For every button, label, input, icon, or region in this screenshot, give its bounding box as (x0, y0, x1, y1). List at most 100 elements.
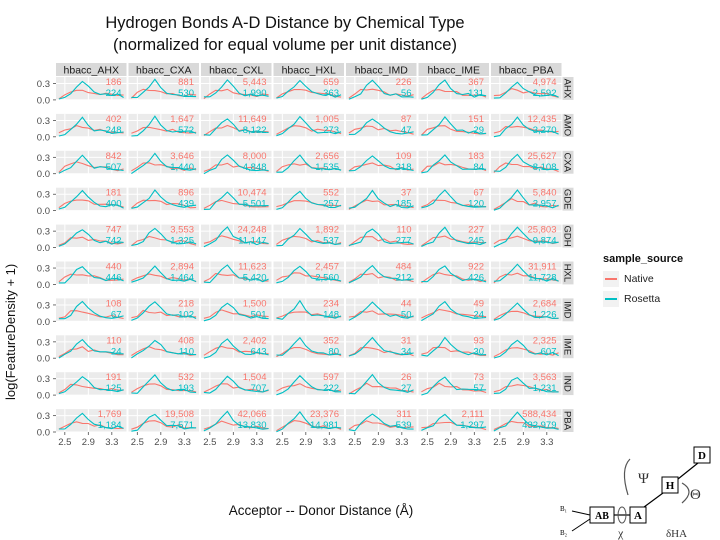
count-label-native: 896 (178, 188, 194, 199)
series-line-rosetta (58, 154, 124, 174)
y-tick-label: 0.0 (37, 428, 50, 439)
column-strip-label: hbacc_HXL (282, 65, 336, 77)
count-label-native: 402 (106, 114, 122, 125)
count-label-rosetta: 125 (106, 383, 122, 394)
diagram-label-psi: Ψ (638, 471, 650, 487)
x-tick-label: 2.5 (131, 437, 144, 448)
diagram-label-delta: δHA (666, 528, 687, 540)
series-line-native (276, 235, 342, 246)
x-tick-label: 3.3 (540, 437, 553, 448)
series-line-rosetta (348, 413, 414, 432)
x-tick-label: 2.9 (82, 437, 95, 448)
diagram-arc-psi (623, 458, 631, 496)
y-tick-label: 0.3 (37, 264, 50, 275)
row-strip (562, 261, 574, 285)
series-line-rosetta (493, 226, 559, 248)
series-line-native (131, 88, 197, 99)
count-label-rosetta: 57 (473, 383, 484, 394)
series-line-rosetta (421, 300, 487, 322)
column-strip (491, 63, 562, 76)
count-label-rosetta: 5,420 (243, 273, 267, 284)
legend-title: sample_source (603, 253, 684, 265)
count-label-native: 747 (106, 225, 122, 236)
count-label-rosetta: 742 (106, 236, 122, 247)
count-label-rosetta: 1,535 (315, 162, 339, 173)
series-line-rosetta (58, 80, 124, 100)
count-label-native: 2,111 (462, 409, 484, 420)
x-tick-label: 2.9 (444, 437, 457, 448)
count-label-native: 11,649 (238, 114, 266, 125)
series-line-native (203, 124, 269, 136)
count-label-rosetta: 501 (251, 309, 267, 320)
count-label-native: 484 (396, 262, 412, 273)
count-label-rosetta: 120 (468, 199, 484, 210)
y-tick-label: 0.3 (37, 79, 50, 90)
x-tick-label: 2.9 (372, 437, 385, 448)
count-label-rosetta: 8,122 (243, 125, 267, 136)
series-line-native (493, 235, 559, 245)
count-label-rosetta: 13,830 (237, 420, 266, 431)
count-label-rosetta: 9,874 (533, 236, 557, 247)
x-tick-label: 3.3 (323, 437, 336, 448)
series-line-rosetta (58, 189, 124, 210)
count-label-native: 1,647 (170, 114, 194, 125)
count-label-rosetta: 1,231 (533, 383, 557, 394)
panel-background (273, 409, 344, 432)
series-line-native (203, 383, 269, 393)
chart-title: Hydrogen Bonds A-D Distance by Chemical … (105, 14, 465, 32)
series-line-rosetta (58, 116, 124, 137)
series-line-native (58, 346, 124, 358)
x-tick-label: 2.9 (517, 437, 530, 448)
column-strip-label: hbacc_IMD (355, 65, 409, 77)
count-label-rosetta: 277 (396, 236, 412, 247)
series-line-native (58, 273, 124, 283)
series-line-native (493, 347, 559, 358)
diagram-arc-theta (681, 482, 690, 504)
count-label-rosetta: 84 (473, 162, 484, 173)
row-strip (562, 187, 574, 211)
x-tick-label: 3.3 (250, 437, 263, 448)
count-label-rosetta: 1,184 (98, 420, 122, 431)
count-label-native: 151 (468, 114, 484, 125)
panel-background (346, 335, 417, 359)
series-line-rosetta (203, 79, 269, 98)
count-label-native: 31 (401, 335, 412, 346)
diagram-label-ab: AB (595, 511, 609, 522)
count-label-rosetta: 2,560 (315, 273, 339, 284)
count-label-rosetta: 80 (328, 346, 339, 357)
x-tick-label: 3.3 (105, 437, 118, 448)
panel-background (273, 150, 344, 174)
series-line-rosetta (421, 189, 487, 209)
count-label-native: 2,325 (533, 335, 557, 346)
y-tick-label: 0.3 (37, 374, 50, 385)
series-line-rosetta (421, 116, 487, 136)
series-line-rosetta (493, 116, 559, 138)
count-label-rosetta: 572 (178, 125, 194, 136)
series-line-rosetta (203, 410, 269, 432)
count-label-rosetta: 539 (396, 420, 412, 431)
count-label-native: 218 (178, 298, 194, 309)
series-line-native (203, 199, 269, 209)
series-line-native (131, 309, 197, 319)
y-axis-label: log(FeatureDensity + 1) (3, 263, 18, 400)
series-line-rosetta (276, 79, 342, 99)
series-line-rosetta (421, 413, 487, 431)
count-label-native: 11,623 (238, 262, 266, 273)
x-tick-label: 2.5 (58, 437, 71, 448)
count-label-native: 24,248 (237, 225, 266, 236)
series-line-rosetta (58, 375, 124, 395)
series-line-rosetta (203, 264, 269, 284)
series-line-rosetta (493, 153, 559, 172)
legend-key-native (603, 271, 619, 287)
series-line-native (58, 125, 124, 134)
count-label-native: 8,000 (243, 151, 267, 162)
legend-key-rosetta (603, 291, 619, 307)
y-tick-label: 0.3 (37, 300, 50, 311)
facet-grid: hbacc_AHX hbacc_CXA hbacc_CXL hbacc_HXL hbac… (37, 63, 574, 448)
count-label-native: 87 (401, 114, 412, 125)
legend-label-rosetta: Rosetta (624, 293, 661, 305)
series-line-native (493, 420, 559, 431)
series-line-rosetta (203, 338, 269, 359)
count-label-rosetta: 222 (323, 383, 339, 394)
x-tick-label: 2.5 (203, 437, 216, 448)
